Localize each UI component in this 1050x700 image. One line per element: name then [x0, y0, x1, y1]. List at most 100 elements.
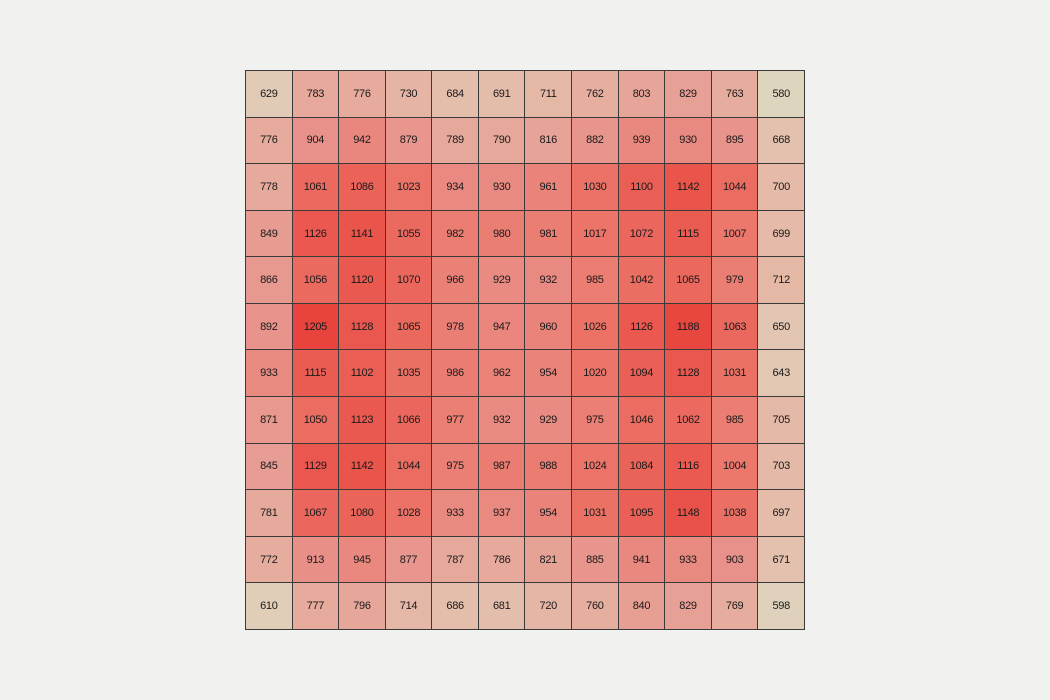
heatmap-cell: 1031: [711, 350, 759, 398]
heatmap-cell: 945: [339, 536, 386, 584]
heatmap-cell: 829: [665, 583, 712, 630]
heatmap-cell: 840: [618, 583, 666, 630]
heatmap-cell: 933: [432, 490, 479, 537]
heatmap-cell: 930: [478, 164, 526, 211]
heatmap-cell: 598: [758, 583, 805, 630]
heatmap-cell: 1120: [339, 257, 386, 304]
heatmap-cell: 668: [758, 117, 805, 165]
heatmap-cell: 845: [246, 443, 293, 491]
heatmap-cell: 629: [246, 71, 293, 118]
heatmap-cell: 962: [478, 350, 526, 398]
heatmap-cell: 975: [432, 443, 479, 491]
heatmap-cell: 982: [432, 210, 479, 258]
heatmap-cell: 803: [618, 71, 666, 118]
heatmap-cell: 966: [432, 257, 479, 304]
heatmap-cell: 929: [525, 397, 573, 444]
heatmap-cell: 720: [525, 583, 573, 630]
heatmap-cell: 961: [525, 164, 573, 211]
heatmap-cell: 1100: [618, 164, 666, 211]
heatmap-cell: 954: [525, 490, 573, 537]
heatmap-cell: 697: [758, 490, 805, 537]
heatmap-cell: 933: [665, 536, 712, 584]
heatmap-cell: 703: [758, 443, 805, 491]
heatmap-cell: 790: [478, 117, 526, 165]
heatmap-cell: 778: [246, 164, 293, 211]
heatmap-cell: 1042: [618, 257, 666, 304]
heatmap-cell: 1086: [339, 164, 386, 211]
heatmap-cell: 1080: [339, 490, 386, 537]
heatmap-cell: 783: [292, 71, 340, 118]
heatmap-cell: 772: [246, 536, 293, 584]
heatmap-cell: 985: [572, 257, 619, 304]
heatmap-cell: 796: [339, 583, 386, 630]
heatmap-cell: 975: [572, 397, 619, 444]
heatmap-cell: 1115: [665, 210, 712, 258]
heatmap-cell: 885: [572, 536, 619, 584]
heatmap-cell: 760: [572, 583, 619, 630]
heatmap-cell: 714: [385, 583, 433, 630]
heatmap-cell: 1188: [665, 303, 712, 351]
heatmap-cell: 786: [478, 536, 526, 584]
heatmap-cell: 929: [478, 257, 526, 304]
heatmap-cell: 821: [525, 536, 573, 584]
heatmap-cell: 1128: [339, 303, 386, 351]
heatmap-cell: 1065: [665, 257, 712, 304]
heatmap-cell: 1007: [711, 210, 759, 258]
heatmap-cell: 978: [432, 303, 479, 351]
heatmap-cell: 1044: [385, 443, 433, 491]
heatmap-cell: 1046: [618, 397, 666, 444]
heatmap-cell: 643: [758, 350, 805, 398]
heatmap-cell: 580: [758, 71, 805, 118]
heatmap-cell: 892: [246, 303, 293, 351]
heatmap-cell: 1024: [572, 443, 619, 491]
heatmap-cell: 1038: [711, 490, 759, 537]
heatmap-cell: 933: [246, 350, 293, 398]
heatmap-cell: 960: [525, 303, 573, 351]
heatmap-cell: 988: [525, 443, 573, 491]
heatmap-cell: 789: [432, 117, 479, 165]
heatmap-cell: 849: [246, 210, 293, 258]
heatmap-cell: 1056: [292, 257, 340, 304]
heatmap-cell: 879: [385, 117, 433, 165]
heatmap-cell: 1142: [339, 443, 386, 491]
heatmap-grid: 629 783 776 730 684 691 711 762 803 829 763 580 776 9…: [245, 70, 805, 630]
heatmap-cell: 1126: [618, 303, 666, 351]
heatmap-cell: 776: [339, 71, 386, 118]
heatmap-cell: 913: [292, 536, 340, 584]
heatmap-cell: 985: [711, 397, 759, 444]
heatmap-cell: 937: [478, 490, 526, 537]
heatmap-cell: 1115: [292, 350, 340, 398]
heatmap-cell: 903: [711, 536, 759, 584]
heatmap-cell: 932: [525, 257, 573, 304]
heatmap-cell: 1044: [711, 164, 759, 211]
heatmap-cell: 762: [572, 71, 619, 118]
heatmap-cell: 947: [478, 303, 526, 351]
heatmap-cell: 610: [246, 583, 293, 630]
heatmap-cell: 1031: [572, 490, 619, 537]
heatmap-cell: 981: [525, 210, 573, 258]
heatmap-cell: 681: [478, 583, 526, 630]
heatmap-cell: 1123: [339, 397, 386, 444]
heatmap-cell: 895: [711, 117, 759, 165]
heatmap-cell: 979: [711, 257, 759, 304]
heatmap-cell: 711: [525, 71, 573, 118]
heatmap-cell: 1084: [618, 443, 666, 491]
heatmap-cell: 1067: [292, 490, 340, 537]
heatmap-cell: 1050: [292, 397, 340, 444]
heatmap-cell: 776: [246, 117, 293, 165]
heatmap-cell: 1095: [618, 490, 666, 537]
heatmap-cell: 1062: [665, 397, 712, 444]
heatmap-cell: 1129: [292, 443, 340, 491]
heatmap-cell: 699: [758, 210, 805, 258]
heatmap-cell: 1066: [385, 397, 433, 444]
heatmap-cell: 684: [432, 71, 479, 118]
heatmap-cell: 1063: [711, 303, 759, 351]
heatmap-cell: 987: [478, 443, 526, 491]
heatmap-cell: 977: [432, 397, 479, 444]
heatmap-cell: 1141: [339, 210, 386, 258]
heatmap-cell: 904: [292, 117, 340, 165]
heatmap-cell: 829: [665, 71, 712, 118]
heatmap-cell: 700: [758, 164, 805, 211]
heatmap-cell: 1028: [385, 490, 433, 537]
heatmap-cell: 942: [339, 117, 386, 165]
